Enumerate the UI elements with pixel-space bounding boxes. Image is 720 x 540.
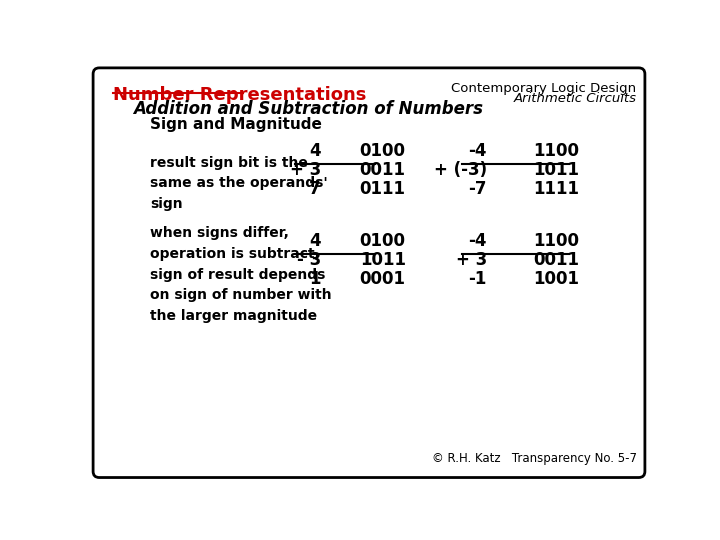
Text: 0100: 0100 bbox=[360, 142, 405, 160]
Text: 1011: 1011 bbox=[360, 251, 405, 269]
Text: -1: -1 bbox=[469, 271, 487, 288]
Text: 0100: 0100 bbox=[360, 232, 405, 250]
Text: 1: 1 bbox=[310, 271, 321, 288]
Text: Addition and Subtraction of Numbers: Addition and Subtraction of Numbers bbox=[132, 100, 482, 118]
Text: - 3: - 3 bbox=[297, 251, 321, 269]
Text: Contemporary Logic Design: Contemporary Logic Design bbox=[451, 82, 636, 94]
Text: result sign bit is the
same as the operands'
sign: result sign bit is the same as the opera… bbox=[150, 156, 328, 211]
Text: + (-3): + (-3) bbox=[433, 161, 487, 179]
Text: 1100: 1100 bbox=[534, 142, 580, 160]
Text: -4: -4 bbox=[468, 232, 487, 250]
Text: when signs differ,
operation is subtract,
sign of result depends
on sign of numb: when signs differ, operation is subtract… bbox=[150, 226, 332, 323]
Text: 4: 4 bbox=[310, 142, 321, 160]
Text: -4: -4 bbox=[468, 142, 487, 160]
Text: + 3: + 3 bbox=[289, 161, 321, 179]
Text: 4: 4 bbox=[310, 232, 321, 250]
Text: Sign and Magnitude: Sign and Magnitude bbox=[150, 117, 323, 132]
Text: 0111: 0111 bbox=[360, 180, 405, 198]
Text: 0011: 0011 bbox=[360, 161, 405, 179]
Text: 1111: 1111 bbox=[534, 180, 580, 198]
FancyBboxPatch shape bbox=[93, 68, 645, 477]
Text: 1001: 1001 bbox=[534, 271, 580, 288]
Text: 1011: 1011 bbox=[534, 161, 580, 179]
Text: 0011: 0011 bbox=[534, 251, 580, 269]
Text: © R.H. Katz   Transparency No. 5-7: © R.H. Katz Transparency No. 5-7 bbox=[432, 452, 637, 465]
Text: 0001: 0001 bbox=[360, 271, 405, 288]
Text: Number Representations: Number Representations bbox=[113, 86, 366, 104]
Text: -7: -7 bbox=[468, 180, 487, 198]
Text: Arithmetic Circuits: Arithmetic Circuits bbox=[513, 92, 636, 105]
Text: 1100: 1100 bbox=[534, 232, 580, 250]
Text: + 3: + 3 bbox=[456, 251, 487, 269]
Text: 7: 7 bbox=[310, 180, 321, 198]
